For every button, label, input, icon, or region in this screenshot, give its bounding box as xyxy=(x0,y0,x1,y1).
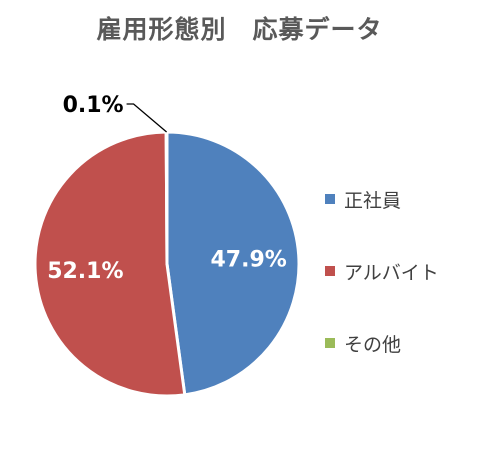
legend-item-0: 正社員 xyxy=(325,188,439,212)
legend-label-0: 正社員 xyxy=(344,189,402,212)
data-label-2: 0.1% xyxy=(63,93,124,118)
pie-slice-1 xyxy=(33,130,187,398)
legend-swatch-2 xyxy=(325,338,335,348)
pie-slice-0 xyxy=(165,130,301,397)
legend-label-1: アルバイト xyxy=(344,261,439,284)
legend-label-2: その他 xyxy=(344,333,402,356)
chart-title: 雇用形態別 応募データ xyxy=(96,15,383,44)
legend-item-1: アルバイト xyxy=(325,260,439,284)
data-label-1: 52.1% xyxy=(47,259,123,284)
leader-lines xyxy=(126,103,168,133)
legend-swatch-1 xyxy=(325,266,335,276)
pie-slices xyxy=(33,130,301,398)
legend: 正社員 アルバイト その他 xyxy=(325,188,439,404)
leader-line-2 xyxy=(126,103,168,133)
legend-swatch-0 xyxy=(325,194,335,204)
pie-slice-2 xyxy=(164,130,169,266)
data-labels: 47.9% 52.1% 0.1% xyxy=(47,93,287,284)
data-label-0: 47.9% xyxy=(210,247,286,272)
legend-item-2: その他 xyxy=(325,332,439,356)
